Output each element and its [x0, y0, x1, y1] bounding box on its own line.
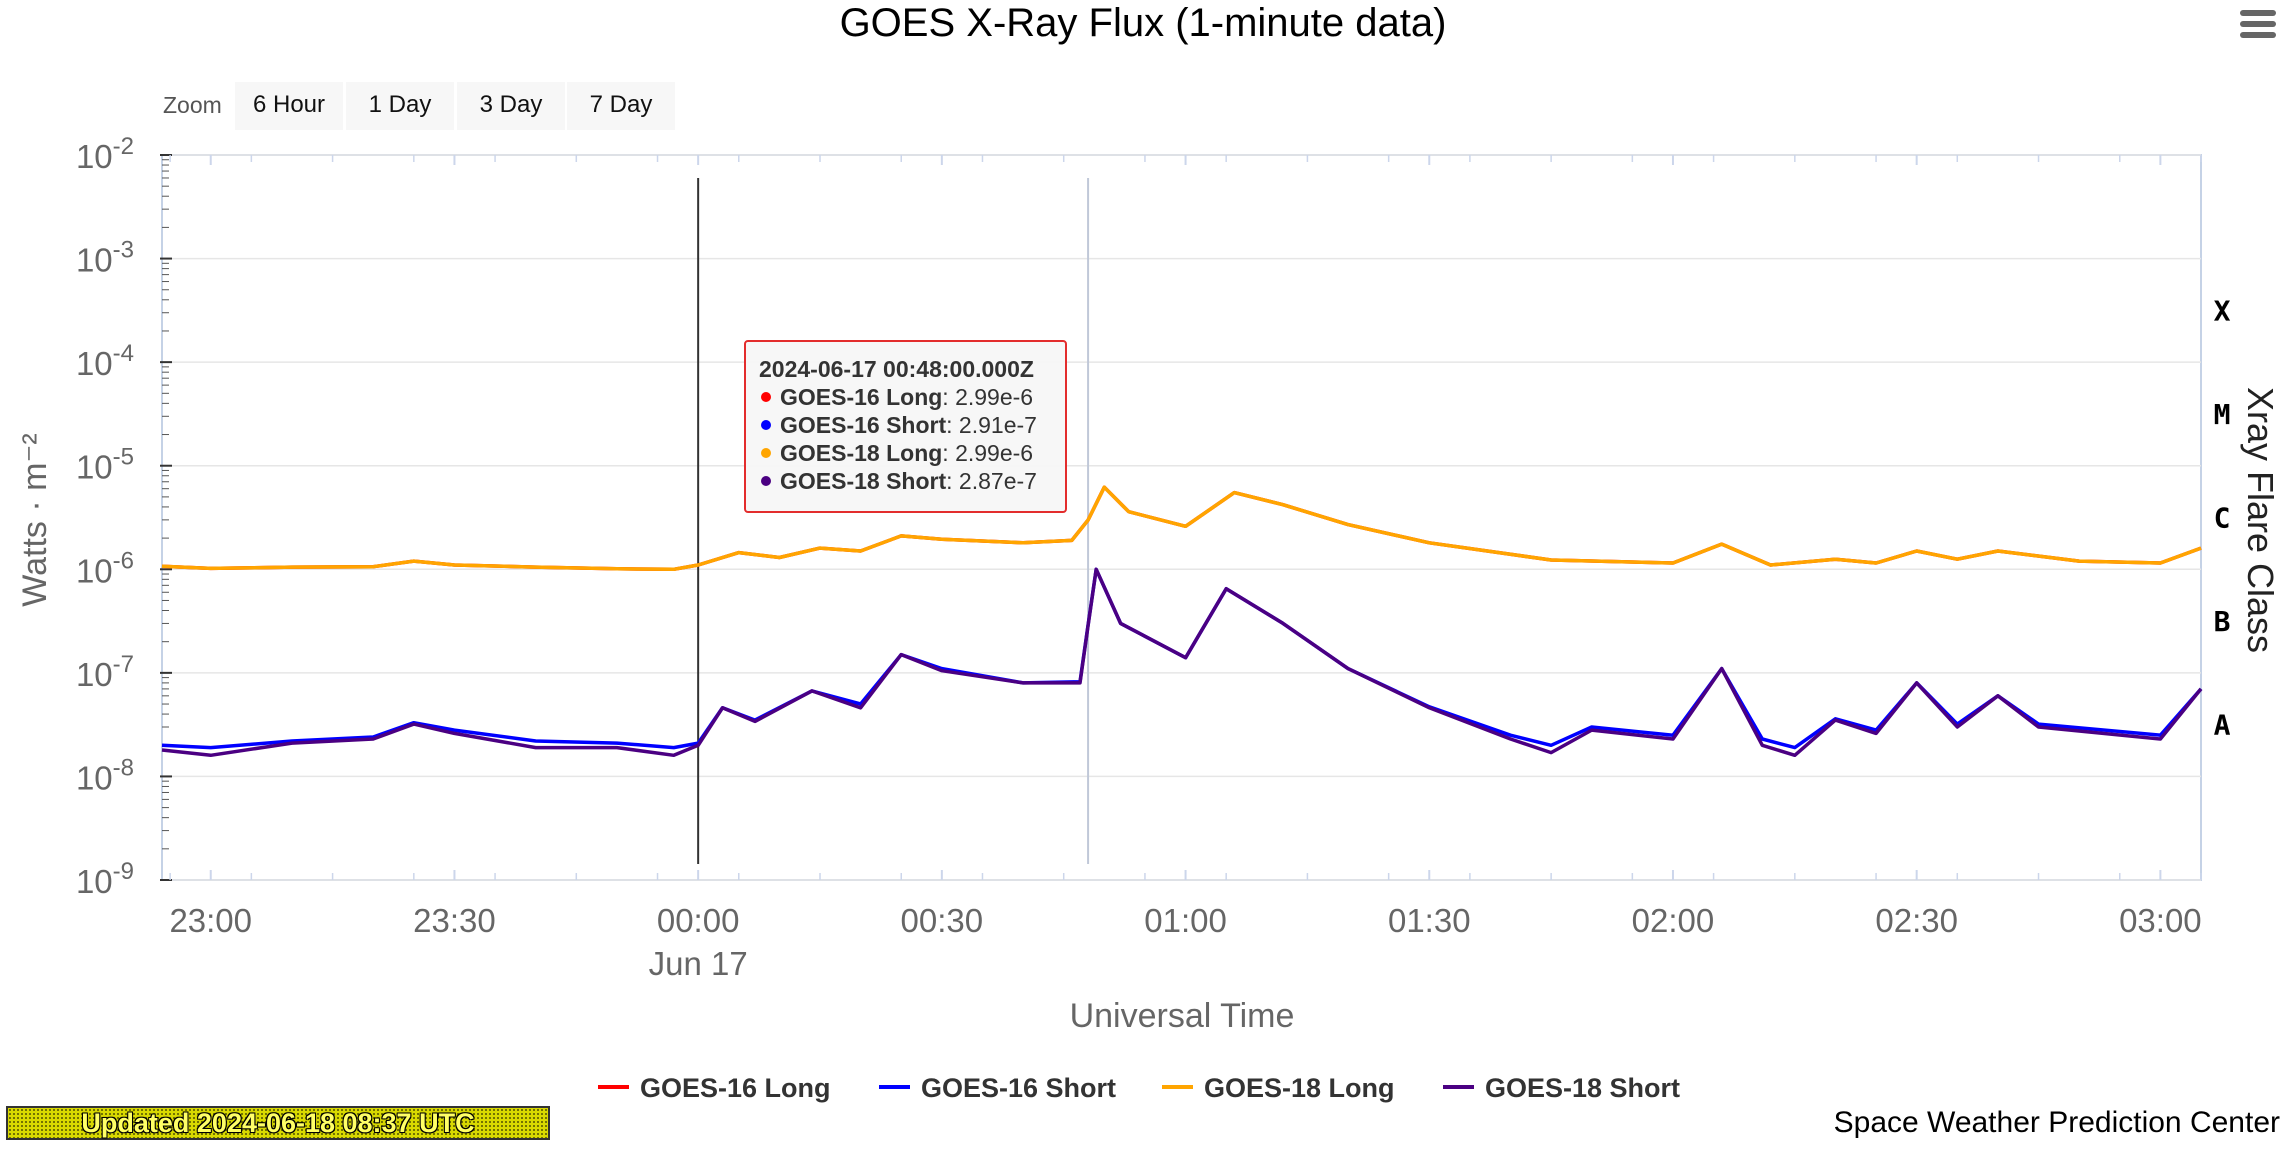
y-tick-label: 10-3: [76, 237, 134, 279]
x-tick-label: 02:00: [1632, 902, 1715, 939]
tooltip-dot: [761, 392, 771, 402]
credit-text: Space Weather Prediction Center: [1834, 1106, 2280, 1139]
zoom-label: Zoom: [163, 92, 222, 118]
x-tick-label: 01:30: [1388, 902, 1471, 939]
x-tick-label: 01:00: [1144, 902, 1227, 939]
series-line: [161, 567, 2203, 750]
tooltip-dot: [761, 476, 771, 486]
y-tick-label: 10-4: [76, 340, 134, 382]
tooltip-row: GOES-16 Short: 2.91e-7: [780, 412, 1037, 438]
grid-lines: [161, 154, 2202, 881]
tooltip-row: GOES-18 Long: 2.99e-6: [780, 440, 1033, 466]
svg-text:3 Day: 3 Day: [480, 91, 543, 118]
svg-text:7 Day: 7 Day: [590, 91, 653, 118]
y-axis-ticks: 10-2 10-3 10-4 10-5 10-6 10-7 10-8 10-9: [76, 133, 172, 900]
y-tick-label: 10-5: [76, 444, 134, 486]
x-tick-label: 23:30: [413, 902, 496, 939]
series-line: [161, 485, 2202, 572]
tooltip-header: 2024-06-17 00:48:00.000Z: [759, 356, 1034, 382]
x-axis-title: Universal Time: [1070, 997, 1295, 1035]
zoom-button-3-day[interactable]: 3 Day: [457, 82, 565, 130]
legend-item: GOES-18 Short: [1485, 1073, 1680, 1103]
svg-text:1 Day: 1 Day: [369, 91, 432, 118]
series-lines: [161, 485, 2203, 758]
tooltip-dot: [761, 448, 771, 458]
tooltip-row: GOES-16 Long: 2.99e-6: [780, 384, 1033, 410]
legend-item: GOES-18 Long: [1204, 1073, 1395, 1103]
x-tick-date-label: Jun 17: [649, 945, 748, 982]
flare-class-label: X: [2214, 294, 2231, 327]
y-tick-label: 10-9: [76, 858, 134, 900]
chart-title: GOES X-Ray Flux (1-minute data): [840, 1, 1447, 45]
x-tick-label: 03:00: [2119, 902, 2202, 939]
flare-class-labels: X M C B A: [2214, 294, 2231, 741]
series-line: [161, 567, 2203, 758]
legend-item: GOES-16 Short: [921, 1073, 1116, 1103]
y-tick-label: 10-7: [76, 651, 134, 693]
y-tick-label: 10-6: [76, 547, 134, 589]
x-tick-label: 00:00: [657, 902, 740, 939]
plot-border: [161, 154, 2202, 881]
zoom-button-1-day[interactable]: 1 Day: [346, 82, 454, 130]
x-axis-ticks: 23:00 23:30 00:00 Jun 17 00:30 01:00 01:30 02:0…: [169, 155, 2202, 982]
tooltip-row: GOES-18 Short: 2.87e-7: [780, 468, 1037, 494]
flare-class-label: C: [2214, 502, 2231, 535]
legend[interactable]: GOES-16 Long GOES-16 Short GOES-18 Long GOE…: [598, 1073, 1680, 1103]
zoom-button-7-day[interactable]: 7 Day: [567, 82, 675, 130]
svg-text:6 Hour: 6 Hour: [253, 91, 325, 118]
flare-class-label: B: [2214, 605, 2231, 638]
zoom-button-6-hour[interactable]: 6 Hour: [235, 82, 343, 130]
x-tick-label: 02:30: [1875, 902, 1958, 939]
y-tick-label: 10-8: [76, 754, 134, 796]
flare-class-label: M: [2214, 398, 2231, 431]
flare-class-label: A: [2214, 709, 2231, 742]
updated-banner: Updated 2024-06-18 08:37 UTC: [6, 1106, 550, 1140]
time-markers: [697, 178, 1090, 864]
tooltip-box: [744, 340, 1067, 513]
x-tick-label: 00:30: [901, 902, 984, 939]
hamburger-menu-icon[interactable]: [2240, 10, 2276, 44]
y-tick-label: 10-2: [76, 133, 134, 175]
y-axis-title: Watts · m⁻²: [16, 433, 54, 606]
legend-item: GOES-16 Long: [640, 1073, 831, 1103]
x-tick-label: 23:00: [169, 902, 252, 939]
tooltip-dot: [761, 420, 771, 430]
y2-axis-title: Xray Flare Class: [2240, 387, 2281, 653]
